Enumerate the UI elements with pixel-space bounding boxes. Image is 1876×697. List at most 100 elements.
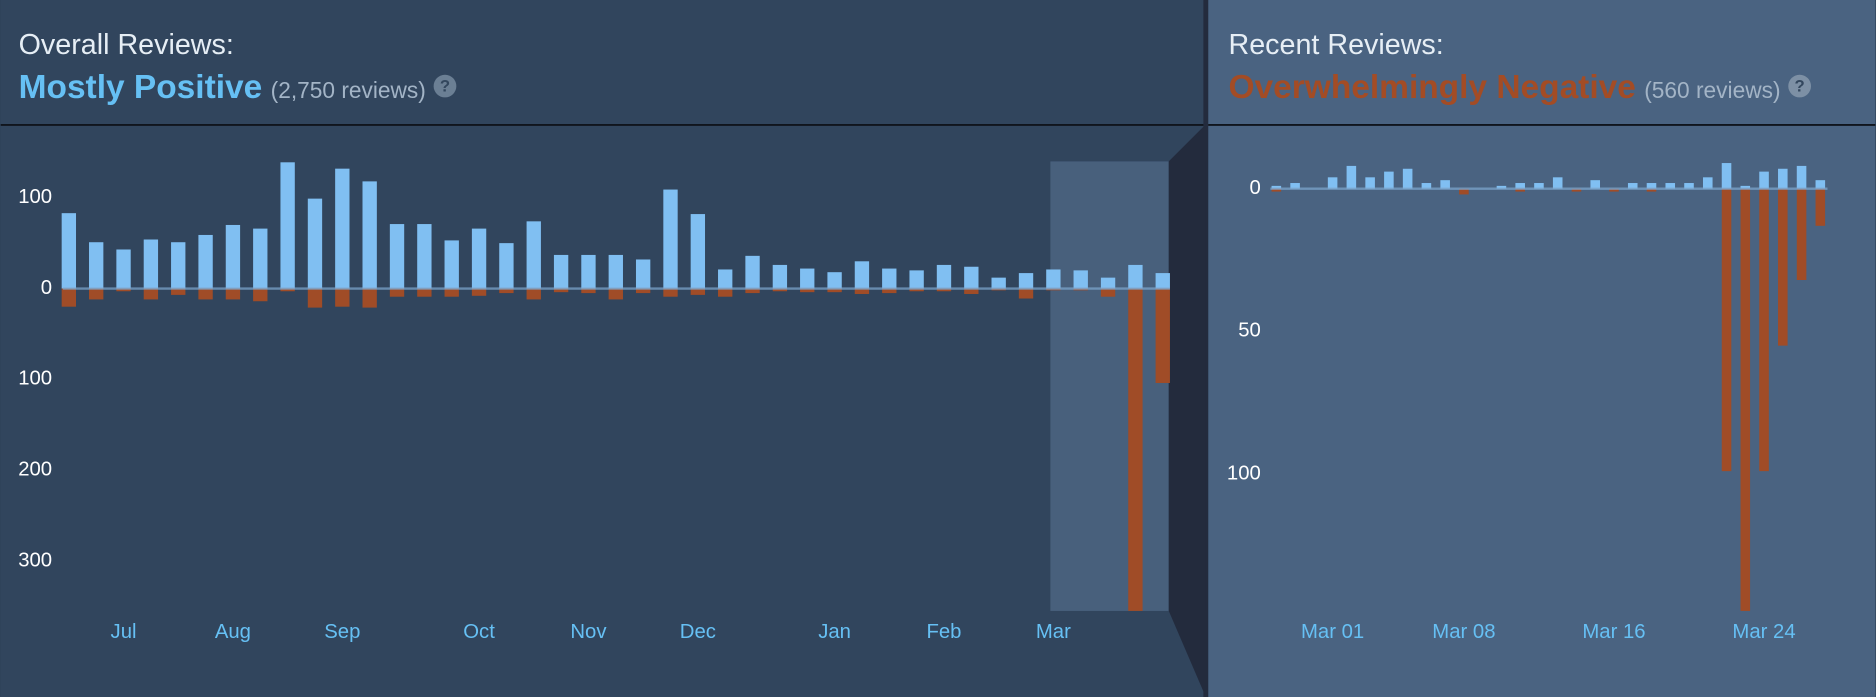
bar: [335, 168, 350, 289]
bar: [1365, 177, 1375, 189]
bar: [1496, 185, 1507, 189]
bar: [471, 288, 487, 296]
help-icon-label[interactable]: ?: [1795, 77, 1805, 96]
bar: [1646, 188, 1657, 192]
bar: [1290, 183, 1300, 189]
bar: [964, 266, 979, 289]
bar: [1271, 188, 1282, 192]
x-tick-label: Sep: [324, 621, 360, 643]
bar: [61, 213, 77, 289]
bar: [171, 288, 186, 295]
bar: [280, 288, 295, 292]
x-tick-label: Jul: [111, 621, 137, 643]
help-icon[interactable]: [433, 74, 457, 98]
review-summary: Overwhelmingly Negative: [1229, 69, 1636, 106]
panel-title: Overall Reviews:: [19, 29, 234, 61]
bar: [581, 254, 596, 289]
review-count: (2,750 reviews): [271, 77, 426, 103]
y-tick-label: 100: [18, 186, 52, 208]
bar: [1515, 183, 1525, 189]
bar: [1421, 183, 1432, 189]
bar: [1759, 171, 1769, 189]
bar: [499, 243, 514, 289]
bar: [1515, 188, 1525, 192]
x-tick-label: Dec: [680, 621, 716, 643]
x-tick-label: Jan: [818, 621, 851, 643]
bar: [1796, 188, 1807, 281]
bar: [1646, 183, 1657, 189]
bar: [663, 189, 678, 289]
bar: [198, 234, 213, 289]
bar: [1100, 277, 1116, 289]
bar: [1759, 188, 1769, 472]
bar: [307, 288, 323, 308]
bar: [362, 288, 377, 308]
bar: [1018, 273, 1034, 289]
bar: [1018, 288, 1034, 299]
bar: [635, 288, 651, 294]
help-icon-label[interactable]: ?: [440, 77, 450, 96]
bar: [389, 224, 405, 289]
bar: [362, 181, 377, 289]
bar: [553, 254, 569, 289]
bar: [1721, 163, 1732, 189]
bar: [1384, 171, 1394, 189]
bar: [936, 288, 952, 292]
x-tick-label: Mar 24: [1732, 621, 1795, 643]
review-count: (560 reviews): [1644, 77, 1780, 103]
bar: [745, 255, 760, 289]
bar: [1815, 188, 1826, 226]
bar: [499, 288, 514, 294]
bar: [909, 288, 924, 292]
bar: [663, 288, 678, 297]
x-tick-label: Nov: [570, 621, 607, 643]
bar: [471, 228, 487, 289]
bar: [690, 288, 706, 295]
y-tick-label: 0: [1249, 177, 1260, 199]
bar: [718, 269, 733, 289]
bar: [225, 288, 241, 300]
x-tick-label: Oct: [463, 621, 495, 643]
bar: [526, 288, 541, 300]
bar: [1128, 288, 1143, 611]
x-tick-label: Mar: [1036, 621, 1071, 643]
bar: [581, 288, 596, 294]
bar: [800, 268, 815, 289]
bar: [253, 288, 268, 302]
bar: [389, 288, 405, 297]
bar: [800, 288, 815, 293]
bar: [1796, 165, 1807, 189]
bar: [882, 268, 897, 289]
bar: [1778, 188, 1788, 346]
bar: [745, 288, 760, 294]
bar: [116, 288, 131, 292]
bar: [772, 264, 788, 289]
bar: [772, 288, 788, 292]
recent-range-highlight: [1050, 161, 1169, 611]
bar: [964, 288, 979, 294]
bar: [1721, 188, 1732, 472]
bar: [1665, 183, 1676, 189]
bar: [1155, 288, 1170, 383]
bar: [718, 288, 733, 297]
bar: [417, 288, 432, 297]
bar: [1590, 180, 1601, 189]
y-tick-label: 50: [1238, 320, 1261, 342]
panel-title: Recent Reviews:: [1229, 29, 1444, 61]
y-tick-label: 300: [18, 549, 52, 571]
bar: [991, 277, 1006, 289]
bar: [417, 224, 432, 289]
bar: [1552, 177, 1563, 189]
y-tick-label: 200: [18, 459, 52, 481]
overall-panel: [0, 0, 1204, 697]
bar: [553, 288, 569, 293]
bar: [608, 288, 623, 300]
bar: [526, 221, 541, 289]
bar: [1815, 180, 1826, 189]
help-icon[interactable]: [1788, 74, 1811, 98]
bar: [89, 288, 104, 300]
bar: [143, 239, 159, 289]
bar: [444, 240, 459, 289]
bar: [1440, 180, 1450, 189]
bar: [1571, 188, 1582, 192]
